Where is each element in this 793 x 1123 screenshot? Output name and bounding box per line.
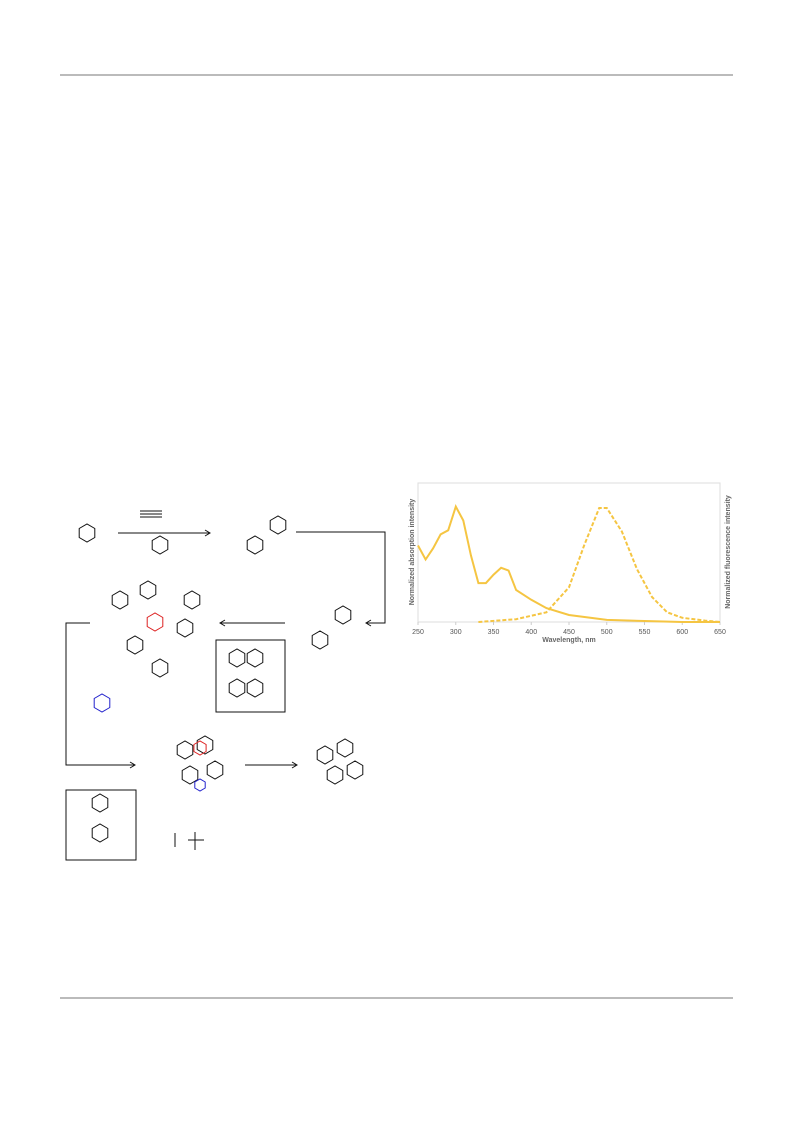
- x-axis-label: Wavelength, nm: [542, 637, 595, 644]
- arrow-head: [291, 761, 298, 769]
- ring: [228, 678, 246, 698]
- ring: [183, 590, 201, 610]
- arrow-head: [365, 619, 372, 627]
- x-tick-label: 550: [639, 629, 651, 636]
- box: [65, 789, 137, 861]
- x-tick-label: 450: [563, 629, 575, 636]
- ring: [78, 523, 96, 543]
- arrow-head: [204, 529, 211, 537]
- ring: [326, 765, 344, 785]
- ring: [93, 693, 111, 713]
- ring: [91, 823, 109, 843]
- plot: 250 300 350 400 450 500 550 600 650: [412, 504, 726, 636]
- x-tick-label: 500: [601, 629, 613, 636]
- x-tick-label: 600: [676, 629, 688, 636]
- ring: [346, 760, 364, 780]
- plot-frame: [417, 482, 721, 623]
- y2-axis-label: Normalized fluorescence intensity: [725, 495, 732, 609]
- x-tick-label: 350: [488, 629, 500, 636]
- ring: [311, 630, 329, 650]
- arrow-head: [219, 619, 226, 627]
- ring: [126, 635, 144, 655]
- ring: [151, 658, 169, 678]
- ring: [228, 648, 246, 668]
- x-tick-label: 400: [525, 629, 537, 636]
- x-tick-label: 250: [412, 629, 424, 636]
- ring: [246, 648, 264, 668]
- ring: [196, 735, 214, 755]
- arrow-head: [129, 761, 136, 769]
- ring: [151, 535, 169, 555]
- ring: [139, 580, 157, 600]
- ring: [246, 535, 264, 555]
- x-tick-label: 650: [714, 629, 726, 636]
- y-axis-label: Normalized absorption intensity: [409, 499, 416, 606]
- ring: [206, 760, 224, 780]
- ring: [246, 678, 264, 698]
- ring: [91, 793, 109, 813]
- ring: [194, 778, 206, 792]
- box: [215, 639, 286, 713]
- ring: [316, 745, 334, 765]
- ring: [146, 612, 164, 632]
- ring: [334, 605, 352, 625]
- ring: [193, 740, 207, 756]
- scheme: [65, 510, 386, 861]
- molecules: [78, 515, 364, 843]
- ring: [269, 515, 287, 535]
- ring: [336, 738, 354, 758]
- series-line: [417, 504, 720, 623]
- arrow: [296, 531, 386, 624]
- ring: [176, 740, 194, 760]
- ring: [111, 590, 129, 610]
- series-line: [478, 507, 721, 623]
- x-tick-label: 300: [450, 629, 462, 636]
- ring: [181, 765, 199, 785]
- ring: [176, 618, 194, 638]
- arrow: [65, 622, 135, 766]
